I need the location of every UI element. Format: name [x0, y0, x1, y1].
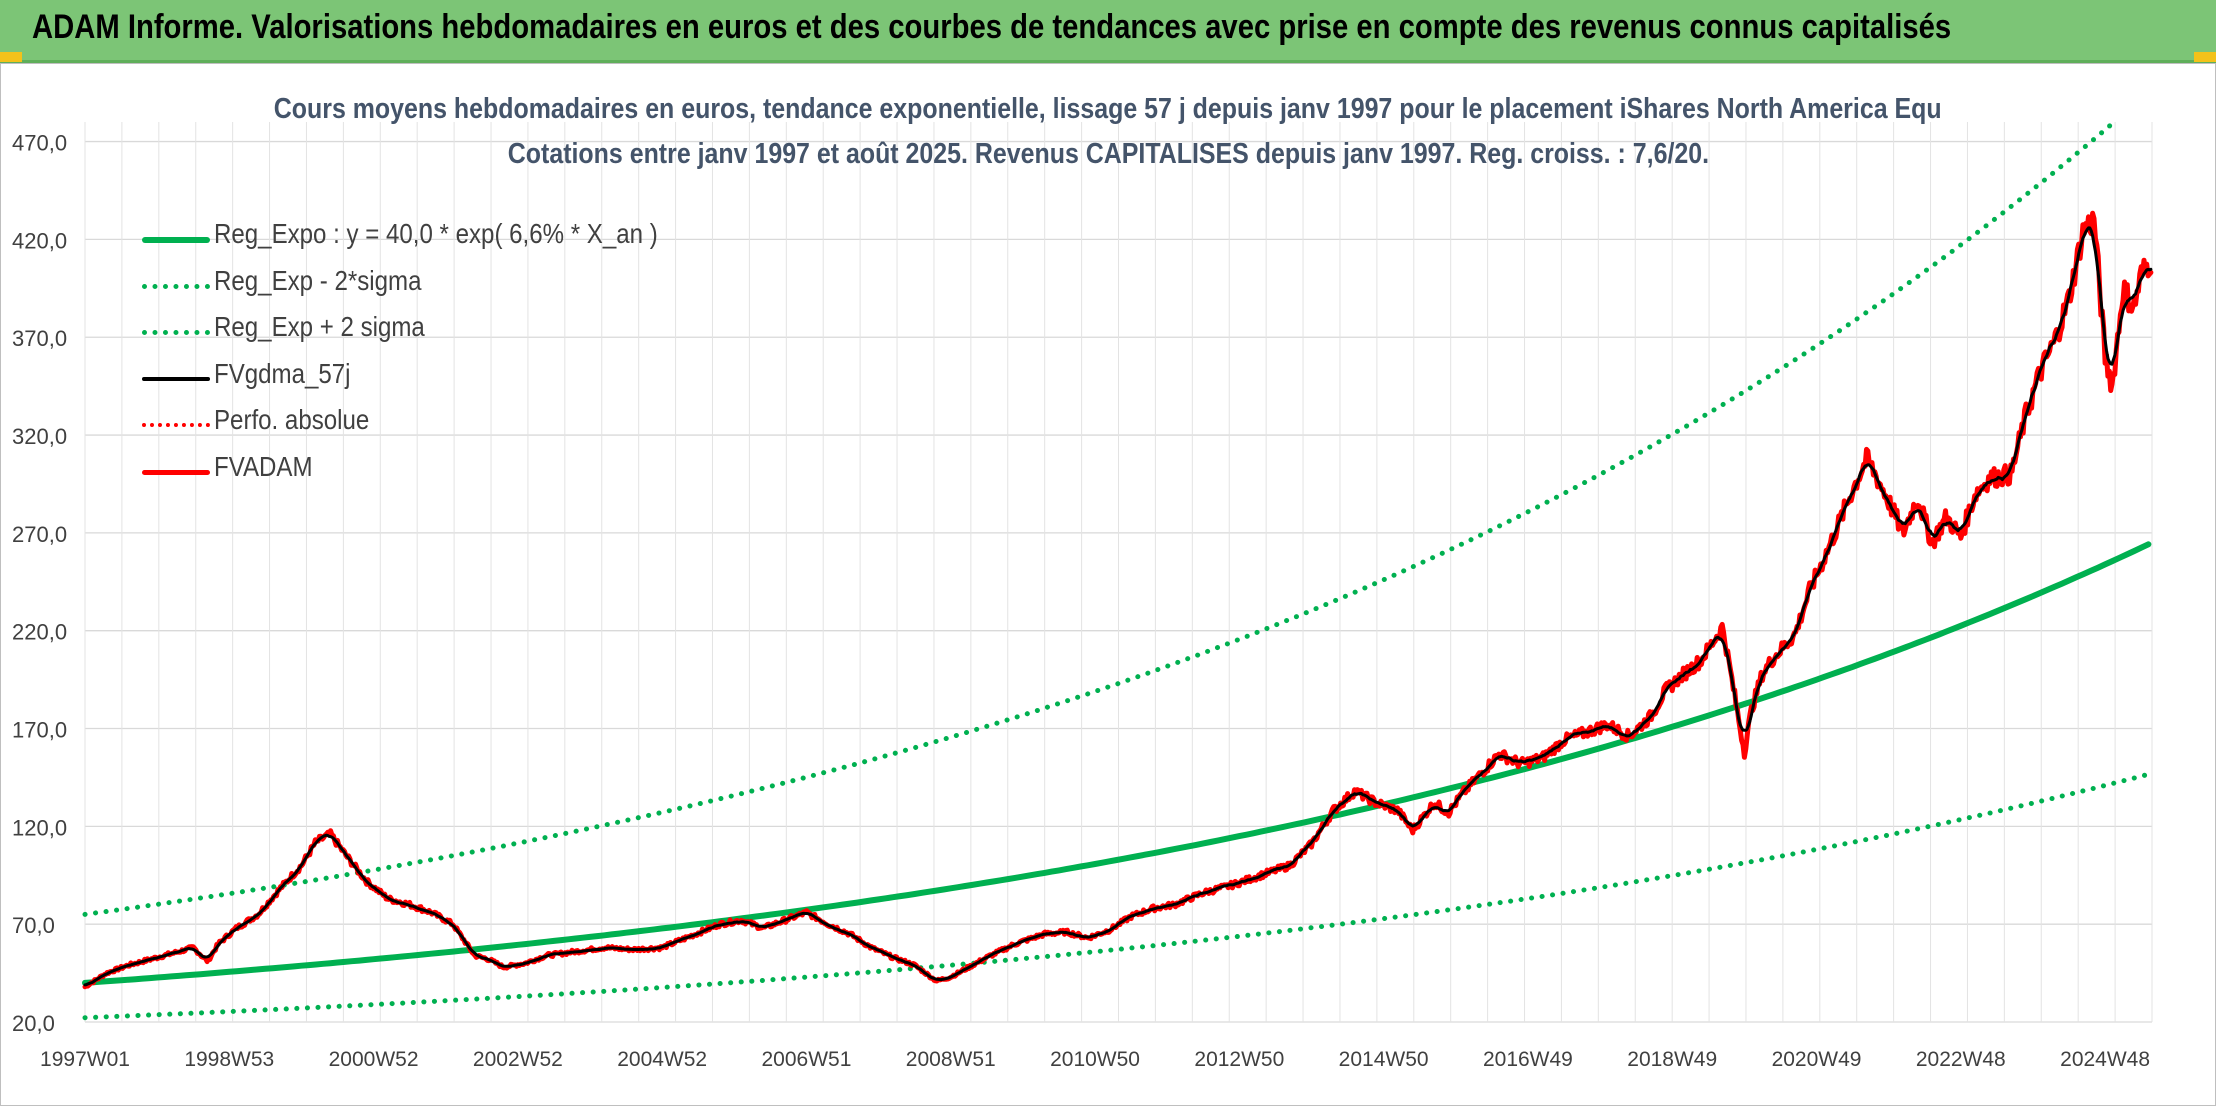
series-layer	[82, 121, 2154, 1021]
x-tick-label: 2000W52	[329, 1048, 419, 1071]
x-tick-label: 2022W48	[1916, 1048, 2006, 1071]
y-tick-label: 470,0	[12, 131, 67, 156]
y-tick-label: 70,0	[12, 913, 55, 938]
x-tick-label: 2008W51	[906, 1048, 996, 1071]
legend-swatch	[142, 469, 210, 475]
legend-label: FVgdma_57j	[214, 357, 351, 389]
legend-swatch	[142, 283, 210, 289]
y-tick-label: 370,0	[12, 326, 67, 351]
legend-label: Perfo. absolue	[214, 404, 370, 435]
y-tick-label: 270,0	[12, 522, 67, 547]
legend-label: Reg_Exp + 2 sigma	[214, 311, 425, 342]
legend-swatch	[142, 237, 210, 243]
series-line-1	[82, 771, 2151, 1021]
legend-label: FVADAM	[214, 450, 313, 482]
series-line-fvgdma	[83, 226, 2153, 987]
x-tick-label: 1998W53	[184, 1048, 274, 1071]
chart-subtitle: Cotations entre janv 1997 et août 2025. …	[507, 138, 1709, 170]
x-tick-label: 2016W49	[1483, 1048, 1573, 1071]
x-tick-label: 2020W49	[1772, 1048, 1862, 1071]
x-tick-label: 2010W50	[1050, 1048, 1140, 1071]
y-tick-label: 320,0	[12, 424, 67, 449]
x-tick-label: 2006W51	[762, 1048, 852, 1071]
x-tick-label: 2002W52	[473, 1048, 563, 1071]
legend-swatch	[142, 423, 210, 427]
tick-labels-layer: 20,0 70,0 120,0 170,0 220,0 270,0 320,0 370,0 42…	[12, 131, 2150, 1071]
grid-layer	[84, 122, 2153, 1023]
x-tick-label: 2012W50	[1194, 1048, 1284, 1071]
x-tick-label: 2004W52	[617, 1048, 707, 1071]
series-line-0	[82, 541, 2152, 986]
report-banner: ADAM Informe. Valorisations hebdomadaire…	[0, 0, 2216, 63]
legend-swatch	[142, 330, 210, 335]
y-tick-label: 170,0	[12, 718, 67, 743]
banner-corner-left	[0, 52, 22, 62]
x-tick-label: 1997W01	[40, 1048, 130, 1071]
x-tick-label: 2018W49	[1627, 1048, 1717, 1071]
legend-label: Reg_Exp - 2*sigma	[214, 264, 422, 296]
banner-corner-right	[2194, 52, 2216, 62]
x-tick-label: 2024W48	[2060, 1048, 2150, 1071]
series-line-2	[82, 121, 2115, 917]
y-tick-label: 20,0	[12, 1011, 55, 1036]
y-tick-label: 220,0	[12, 620, 67, 645]
legend-swatch	[142, 376, 210, 381]
legend-label: Reg_Expo : y = 40,0 * exp( 6,6% * X_an )	[214, 218, 658, 249]
y-tick-label: 420,0	[12, 228, 67, 253]
chart-title: Cours moyens hebdomadaires en euros, ten…	[274, 93, 1942, 125]
x-tick-label: 2014W50	[1339, 1048, 1429, 1071]
banner-title: ADAM Informe. Valorisations hebdomadaire…	[32, 8, 1952, 46]
y-tick-label: 120,0	[12, 815, 67, 840]
